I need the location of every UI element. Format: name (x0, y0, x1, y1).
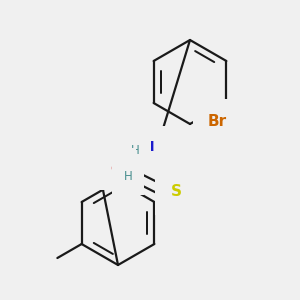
Text: N: N (98, 160, 110, 174)
Text: O: O (110, 162, 122, 176)
Text: N: N (143, 140, 155, 154)
Text: H: H (124, 170, 132, 184)
Text: Br: Br (208, 115, 227, 130)
Text: H: H (130, 145, 140, 158)
Text: S: S (170, 184, 182, 200)
Text: H: H (116, 164, 124, 178)
